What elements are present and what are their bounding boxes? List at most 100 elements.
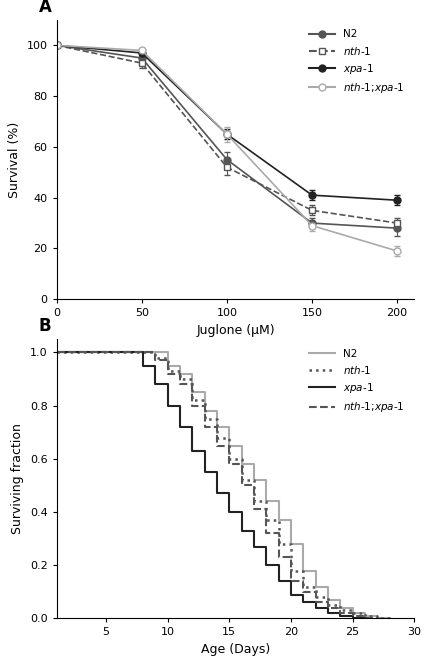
nth-1;xpa-1 [337,609,343,617]
xpa-1 [325,604,330,612]
xpa-1 [202,468,207,476]
N2 [288,540,293,548]
N2 [116,348,121,356]
nth-1 [251,476,256,484]
nth-1;xpa-1 [288,553,293,561]
nth-1;xpa-1 [227,460,232,468]
xpa-1 [153,362,158,370]
N2 [103,348,109,356]
N2 [153,348,158,356]
nth-1 [288,540,293,548]
N2 [239,442,244,450]
nth-1;xpa-1 [350,612,355,620]
N2 [313,583,318,591]
N2 [276,497,281,505]
xpa-1 [227,489,232,497]
xpa-1 [116,348,121,356]
X-axis label: Age (Days): Age (Days) [201,643,270,656]
nth-1;xpa-1 [202,402,207,410]
nth-1 [128,348,133,356]
nth-1 [116,348,121,356]
nth-1;xpa-1 [362,612,368,620]
nth-1;xpa-1 [190,402,195,410]
nth-1 [153,348,158,356]
xpa-1 [165,402,170,410]
N2 [128,348,133,356]
nth-1 [116,348,121,356]
nth-1 [215,434,220,442]
nth-1 [387,614,392,622]
nth-1 [375,614,380,622]
nth-1 [103,348,109,356]
nth-1;xpa-1 [153,356,158,364]
N2 [165,362,170,370]
nth-1 [239,455,244,463]
xpa-1 [264,543,269,551]
xpa-1 [325,609,330,617]
X-axis label: Juglone (μM): Juglone (μM) [196,324,275,337]
N2 [190,388,195,396]
xpa-1 [264,561,269,569]
N2 [375,612,380,620]
N2 [350,604,355,612]
xpa-1 [301,591,306,598]
nth-1 [288,567,293,575]
nth-1;xpa-1 [165,370,170,378]
xpa-1 [337,612,343,620]
nth-1 [190,396,195,404]
Legend: N2, $nth$-$1$, $xpa$-$1$, $nth$-$1$;$xpa$-$1$: N2, $nth$-$1$, $xpa$-$1$, $nth$-$1$;$xpa… [305,344,409,418]
nth-1;xpa-1 [202,423,207,431]
nth-1;xpa-1 [116,348,121,356]
Line: nth-1;xpa-1: nth-1;xpa-1 [57,352,377,618]
nth-1;xpa-1 [140,348,146,356]
xpa-1 [313,598,318,606]
N2 [337,596,343,604]
N2 [116,348,121,356]
nth-1;xpa-1 [177,370,183,378]
N2 [140,348,146,356]
nth-1;xpa-1 [116,348,121,356]
N2 [54,348,59,356]
nth-1 [227,434,232,442]
N2 [301,567,306,575]
N2 [215,423,220,431]
N2 [387,614,392,622]
nth-1 [165,367,170,375]
nth-1 [264,497,269,505]
N2 [362,609,368,617]
xpa-1 [215,489,220,497]
N2 [337,604,343,612]
nth-1 [325,601,330,609]
Y-axis label: Surviving fraction: Surviving fraction [11,424,24,534]
nth-1 [140,348,146,356]
nth-1;xpa-1 [103,348,109,356]
N2 [227,442,232,450]
nth-1 [103,348,109,356]
N2 [350,609,355,617]
N2 [202,407,207,415]
nth-1 [301,567,306,575]
xpa-1 [276,561,281,569]
nth-1;xpa-1 [276,553,281,561]
nth-1;xpa-1 [251,481,256,489]
nth-1 [313,583,318,591]
Line: nth-1: nth-1 [57,352,389,618]
xpa-1 [251,543,256,551]
xpa-1 [165,380,170,388]
xpa-1 [140,362,146,370]
xpa-1 [215,468,220,476]
N2 [215,407,220,415]
xpa-1 [153,380,158,388]
N2 [313,567,318,575]
nth-1;xpa-1 [325,604,330,612]
nth-1 [387,614,392,622]
xpa-1 [350,614,355,622]
nth-1 [350,606,355,614]
nth-1 [177,367,183,375]
N2 [264,476,269,484]
nth-1;xpa-1 [301,577,306,585]
nth-1;xpa-1 [215,442,220,450]
nth-1;xpa-1 [301,588,306,596]
nth-1 [128,348,133,356]
nth-1;xpa-1 [313,598,318,606]
